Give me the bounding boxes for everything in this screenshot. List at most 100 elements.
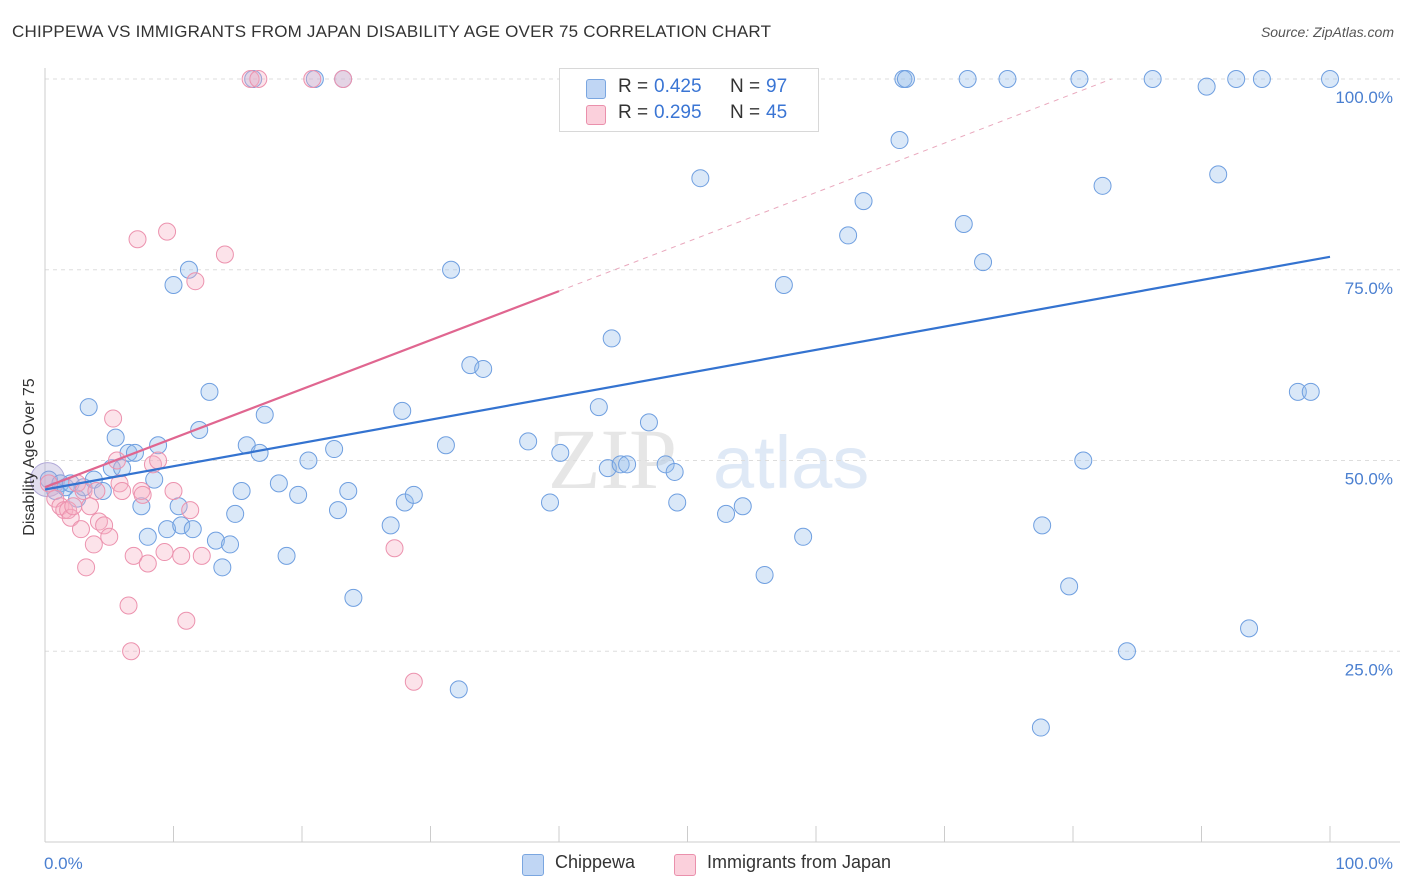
y-tick-label: 25.0% bbox=[1345, 660, 1393, 679]
legend-r-label: R = bbox=[618, 102, 649, 123]
chippewa-point bbox=[1240, 619, 1259, 638]
chippewa-point bbox=[395, 493, 414, 512]
japan-point bbox=[64, 497, 83, 516]
chippewa-point bbox=[172, 516, 191, 535]
chippewa-point bbox=[1074, 451, 1093, 470]
japan-trend-line bbox=[44, 290, 560, 489]
chippewa-point bbox=[974, 253, 993, 272]
chippewa-point bbox=[289, 485, 308, 504]
legend-r-value: 0.295 bbox=[654, 102, 702, 123]
bottom-legend-label-japan: Immigrants from Japan bbox=[707, 852, 892, 872]
chippewa-point bbox=[226, 504, 245, 523]
chippewa-point bbox=[998, 70, 1017, 88]
chippewa-point bbox=[158, 520, 177, 539]
chippewa-point bbox=[436, 436, 455, 455]
japan-point bbox=[215, 245, 234, 264]
legend-n-label: N = bbox=[730, 102, 761, 123]
chippewa-point bbox=[179, 260, 198, 279]
chippewa-point bbox=[1321, 70, 1339, 88]
legend-n-value: 45 bbox=[766, 102, 788, 123]
legend: R = 0.425 N = 97 R = 0.295 N = 45 bbox=[559, 68, 819, 132]
y-tick-label: 100.0% bbox=[1335, 88, 1393, 107]
japan-point bbox=[128, 230, 147, 249]
chippewa-point bbox=[1060, 577, 1079, 596]
y-axis-title: Disability Age Over 75 bbox=[21, 378, 38, 536]
chippewa-point bbox=[618, 455, 637, 474]
legend-n-label: N = bbox=[730, 76, 761, 97]
watermark-atlas: atlas bbox=[713, 421, 869, 504]
chippewa-point bbox=[691, 169, 710, 188]
chippewa-point bbox=[656, 455, 675, 474]
chippewa-point bbox=[896, 70, 915, 88]
chippewa-point bbox=[958, 70, 977, 88]
chippewa-point bbox=[589, 398, 608, 417]
chippewa-point bbox=[183, 520, 202, 539]
chippewa-point bbox=[132, 497, 151, 516]
legend-row-chippewa: R = 0.425 N = 97 bbox=[560, 76, 818, 100]
japan-point bbox=[119, 596, 138, 615]
grid bbox=[45, 78, 1400, 652]
chippewa-point bbox=[404, 485, 423, 504]
legend-row-japan: R = 0.295 N = 45 bbox=[560, 102, 818, 126]
japan-point bbox=[303, 70, 322, 88]
chippewa-point bbox=[232, 482, 251, 501]
chippewa-point bbox=[393, 401, 412, 420]
chippewa-point bbox=[339, 482, 358, 501]
japan-point bbox=[113, 482, 132, 501]
japan-point bbox=[249, 70, 268, 88]
chippewa-point bbox=[1288, 382, 1307, 401]
chippewa-point bbox=[164, 276, 183, 295]
japan-point bbox=[385, 539, 404, 558]
chippewa-point bbox=[733, 497, 752, 516]
chippewa-point bbox=[474, 359, 493, 378]
chippewa-point bbox=[1033, 516, 1052, 535]
chippewa-point bbox=[611, 455, 630, 474]
japan-point bbox=[84, 535, 103, 554]
chippewa-point bbox=[602, 329, 621, 348]
chippewa-point bbox=[1301, 382, 1320, 401]
chippewa-point bbox=[344, 588, 363, 607]
y-tick-label: 50.0% bbox=[1345, 470, 1393, 489]
chippewa-point bbox=[551, 443, 570, 462]
chippewa-point bbox=[299, 451, 318, 470]
chippewa-point bbox=[277, 546, 296, 565]
watermark-zip: ZIP bbox=[548, 411, 677, 507]
japan-point bbox=[104, 409, 123, 428]
trend-lines bbox=[44, 78, 1331, 491]
chippewa-point bbox=[854, 192, 873, 211]
chippewa-point bbox=[93, 482, 112, 501]
japan-point bbox=[95, 516, 114, 535]
legend-r-value: 0.425 bbox=[654, 76, 702, 97]
japan-point bbox=[122, 642, 141, 661]
legend-swatch-chippewa bbox=[586, 79, 606, 99]
japan-point bbox=[133, 485, 152, 504]
legend-r-label: R = bbox=[618, 76, 649, 97]
japan-trend-extension bbox=[558, 78, 1112, 292]
chippewa-point bbox=[541, 493, 560, 512]
chippewa-point bbox=[106, 428, 125, 447]
chippewa-point bbox=[1093, 176, 1112, 195]
japan-point bbox=[71, 520, 90, 539]
japan-point bbox=[77, 558, 96, 577]
japan-point bbox=[80, 497, 99, 516]
chippewa-point bbox=[250, 443, 269, 462]
chippewa-point bbox=[1031, 718, 1050, 737]
chippewa-point bbox=[1252, 70, 1271, 88]
chippewa-point bbox=[255, 405, 274, 424]
watermark: ZIP atlas bbox=[548, 411, 869, 507]
source-label: Source: ZipAtlas.com bbox=[1260, 24, 1394, 40]
tick-labels: 25.0% 50.0% 75.0% 100.0% 0.0% 100.0% bbox=[44, 88, 1393, 873]
chippewa-point bbox=[381, 516, 400, 535]
japan-point bbox=[100, 527, 119, 546]
japan-point bbox=[181, 501, 200, 520]
x-tick-label: 0.0% bbox=[44, 854, 83, 873]
chippewa-point bbox=[794, 527, 813, 546]
chippewa-point bbox=[269, 474, 288, 493]
axes bbox=[44, 68, 1400, 843]
chippewa-point bbox=[213, 558, 232, 577]
chippewa-point bbox=[774, 276, 793, 295]
bottom-legend-swatch-chippewa bbox=[522, 854, 544, 876]
chippewa-point bbox=[755, 565, 774, 584]
y-tick-label: 75.0% bbox=[1345, 279, 1393, 298]
